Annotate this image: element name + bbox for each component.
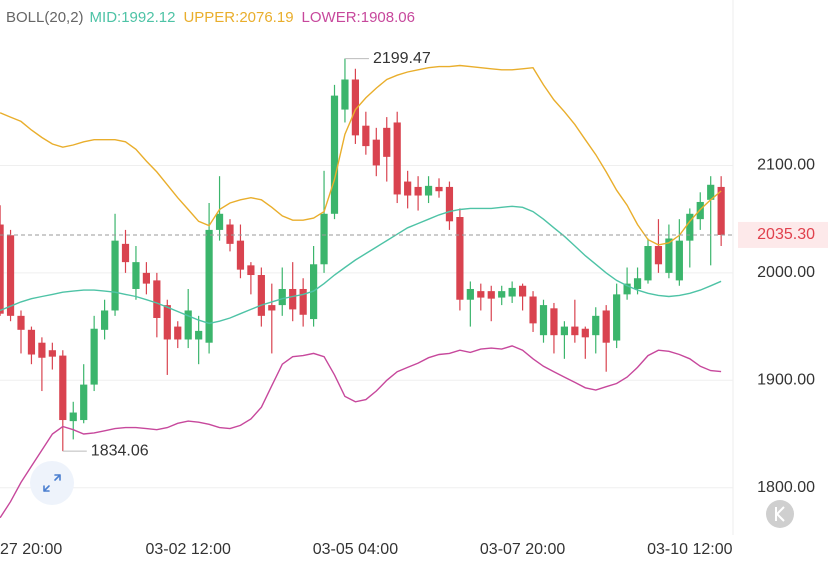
candle-body bbox=[163, 305, 171, 340]
candle-body bbox=[633, 278, 642, 289]
last-price-box bbox=[738, 221, 828, 248]
labels: 1800.00 1900.00 2000.00 2100.00 27 20:00 03-0… bbox=[0, 9, 828, 558]
grid bbox=[0, 164, 733, 489]
candle-body bbox=[508, 287, 516, 297]
candle-body bbox=[717, 186, 725, 235]
candle-body bbox=[466, 288, 474, 300]
candle-body bbox=[195, 330, 203, 340]
candle-body bbox=[236, 240, 245, 270]
candle-body bbox=[6, 235, 15, 316]
candle-body bbox=[111, 240, 119, 311]
candle-body bbox=[268, 305, 276, 311]
candle-body bbox=[226, 224, 234, 244]
candle-body bbox=[48, 350, 56, 357]
candle-body bbox=[393, 122, 401, 195]
candle-body bbox=[0, 224, 4, 314]
candle-body bbox=[153, 280, 161, 318]
candle-body bbox=[602, 310, 610, 343]
candle-body bbox=[424, 185, 433, 196]
legend-value: 1908.06 bbox=[361, 9, 415, 26]
candle-body bbox=[38, 342, 46, 358]
candle-body bbox=[623, 283, 631, 295]
band-line bbox=[0, 345, 722, 519]
candle-body bbox=[278, 288, 286, 306]
candle-body bbox=[539, 305, 548, 336]
candle-body bbox=[132, 262, 140, 289]
x-tick-label: 03-05 04:00 bbox=[313, 541, 399, 558]
candle-body bbox=[174, 326, 182, 340]
candle-body bbox=[351, 79, 359, 136]
candle-body bbox=[477, 291, 485, 298]
x-tick-label: 03-02 12:00 bbox=[145, 541, 231, 558]
candle-body bbox=[257, 275, 265, 316]
legend-title: BOLL(20,2) bbox=[6, 9, 84, 26]
candle-body bbox=[341, 79, 349, 110]
expand-button[interactable] bbox=[30, 461, 74, 505]
candle-body bbox=[592, 315, 600, 336]
y-tick-label: 2100.00 bbox=[757, 157, 815, 174]
y-tick-label: 2000.00 bbox=[757, 264, 815, 281]
kline-button[interactable] bbox=[766, 500, 794, 528]
candle-body bbox=[142, 272, 150, 284]
candle-body bbox=[445, 186, 454, 222]
plot-area bbox=[0, 58, 733, 519]
candle-body bbox=[289, 288, 297, 310]
candle-body bbox=[498, 291, 506, 298]
candle-body bbox=[205, 229, 213, 343]
candle-body bbox=[372, 139, 380, 166]
candle-body bbox=[320, 213, 328, 265]
candle-body bbox=[560, 326, 568, 336]
candle-body bbox=[101, 310, 109, 330]
y-tick-label: 1900.00 bbox=[757, 372, 815, 389]
candle-body bbox=[675, 240, 683, 281]
candle-body bbox=[613, 294, 621, 341]
candle-body bbox=[456, 217, 464, 300]
candle-body bbox=[529, 296, 537, 324]
candle-body bbox=[665, 238, 673, 273]
candle-body bbox=[707, 184, 715, 200]
candle-body bbox=[487, 291, 495, 299]
legend-name: UPPER: bbox=[183, 9, 239, 26]
band-line bbox=[0, 64, 722, 246]
low-label: 1834.06 bbox=[91, 442, 149, 459]
candle-body bbox=[80, 384, 88, 421]
candle-body bbox=[362, 125, 370, 147]
x-tick-label: 27 20:00 bbox=[0, 541, 62, 558]
candle-body bbox=[404, 181, 412, 196]
high-label: 2199.47 bbox=[373, 50, 431, 67]
candle-body bbox=[550, 308, 558, 336]
candle-body bbox=[184, 310, 192, 340]
candle-body bbox=[69, 412, 77, 422]
candle-body bbox=[299, 288, 307, 315]
band-line bbox=[0, 205, 722, 325]
legend-name: LOWER: bbox=[302, 9, 361, 26]
candle-body bbox=[414, 186, 422, 196]
candle-body bbox=[121, 243, 130, 263]
candle-body bbox=[27, 329, 36, 355]
x-tick-label: 03-10 12:00 bbox=[647, 541, 733, 558]
candle-body bbox=[644, 246, 652, 281]
candle-body bbox=[383, 127, 391, 157]
legend-value: 1992.12 bbox=[121, 9, 175, 26]
candle-body bbox=[90, 328, 98, 385]
candle-body bbox=[17, 315, 25, 330]
legend-value: 2076.19 bbox=[239, 9, 293, 26]
candle-body bbox=[581, 328, 589, 338]
candle-body bbox=[654, 246, 663, 265]
candle-body bbox=[330, 95, 339, 214]
candle-body bbox=[519, 285, 527, 297]
y-tick-label: 1800.00 bbox=[757, 479, 815, 496]
candle-body bbox=[215, 213, 224, 230]
candle-body bbox=[59, 355, 67, 421]
x-tick-label: 03-07 20:00 bbox=[480, 541, 566, 558]
candle-body bbox=[247, 265, 255, 276]
last-price-label: 2035.30 bbox=[757, 226, 815, 243]
legend-name: MID: bbox=[90, 9, 122, 26]
candle-body bbox=[686, 213, 694, 241]
candle-body bbox=[435, 186, 443, 192]
candle-body bbox=[571, 326, 579, 336]
